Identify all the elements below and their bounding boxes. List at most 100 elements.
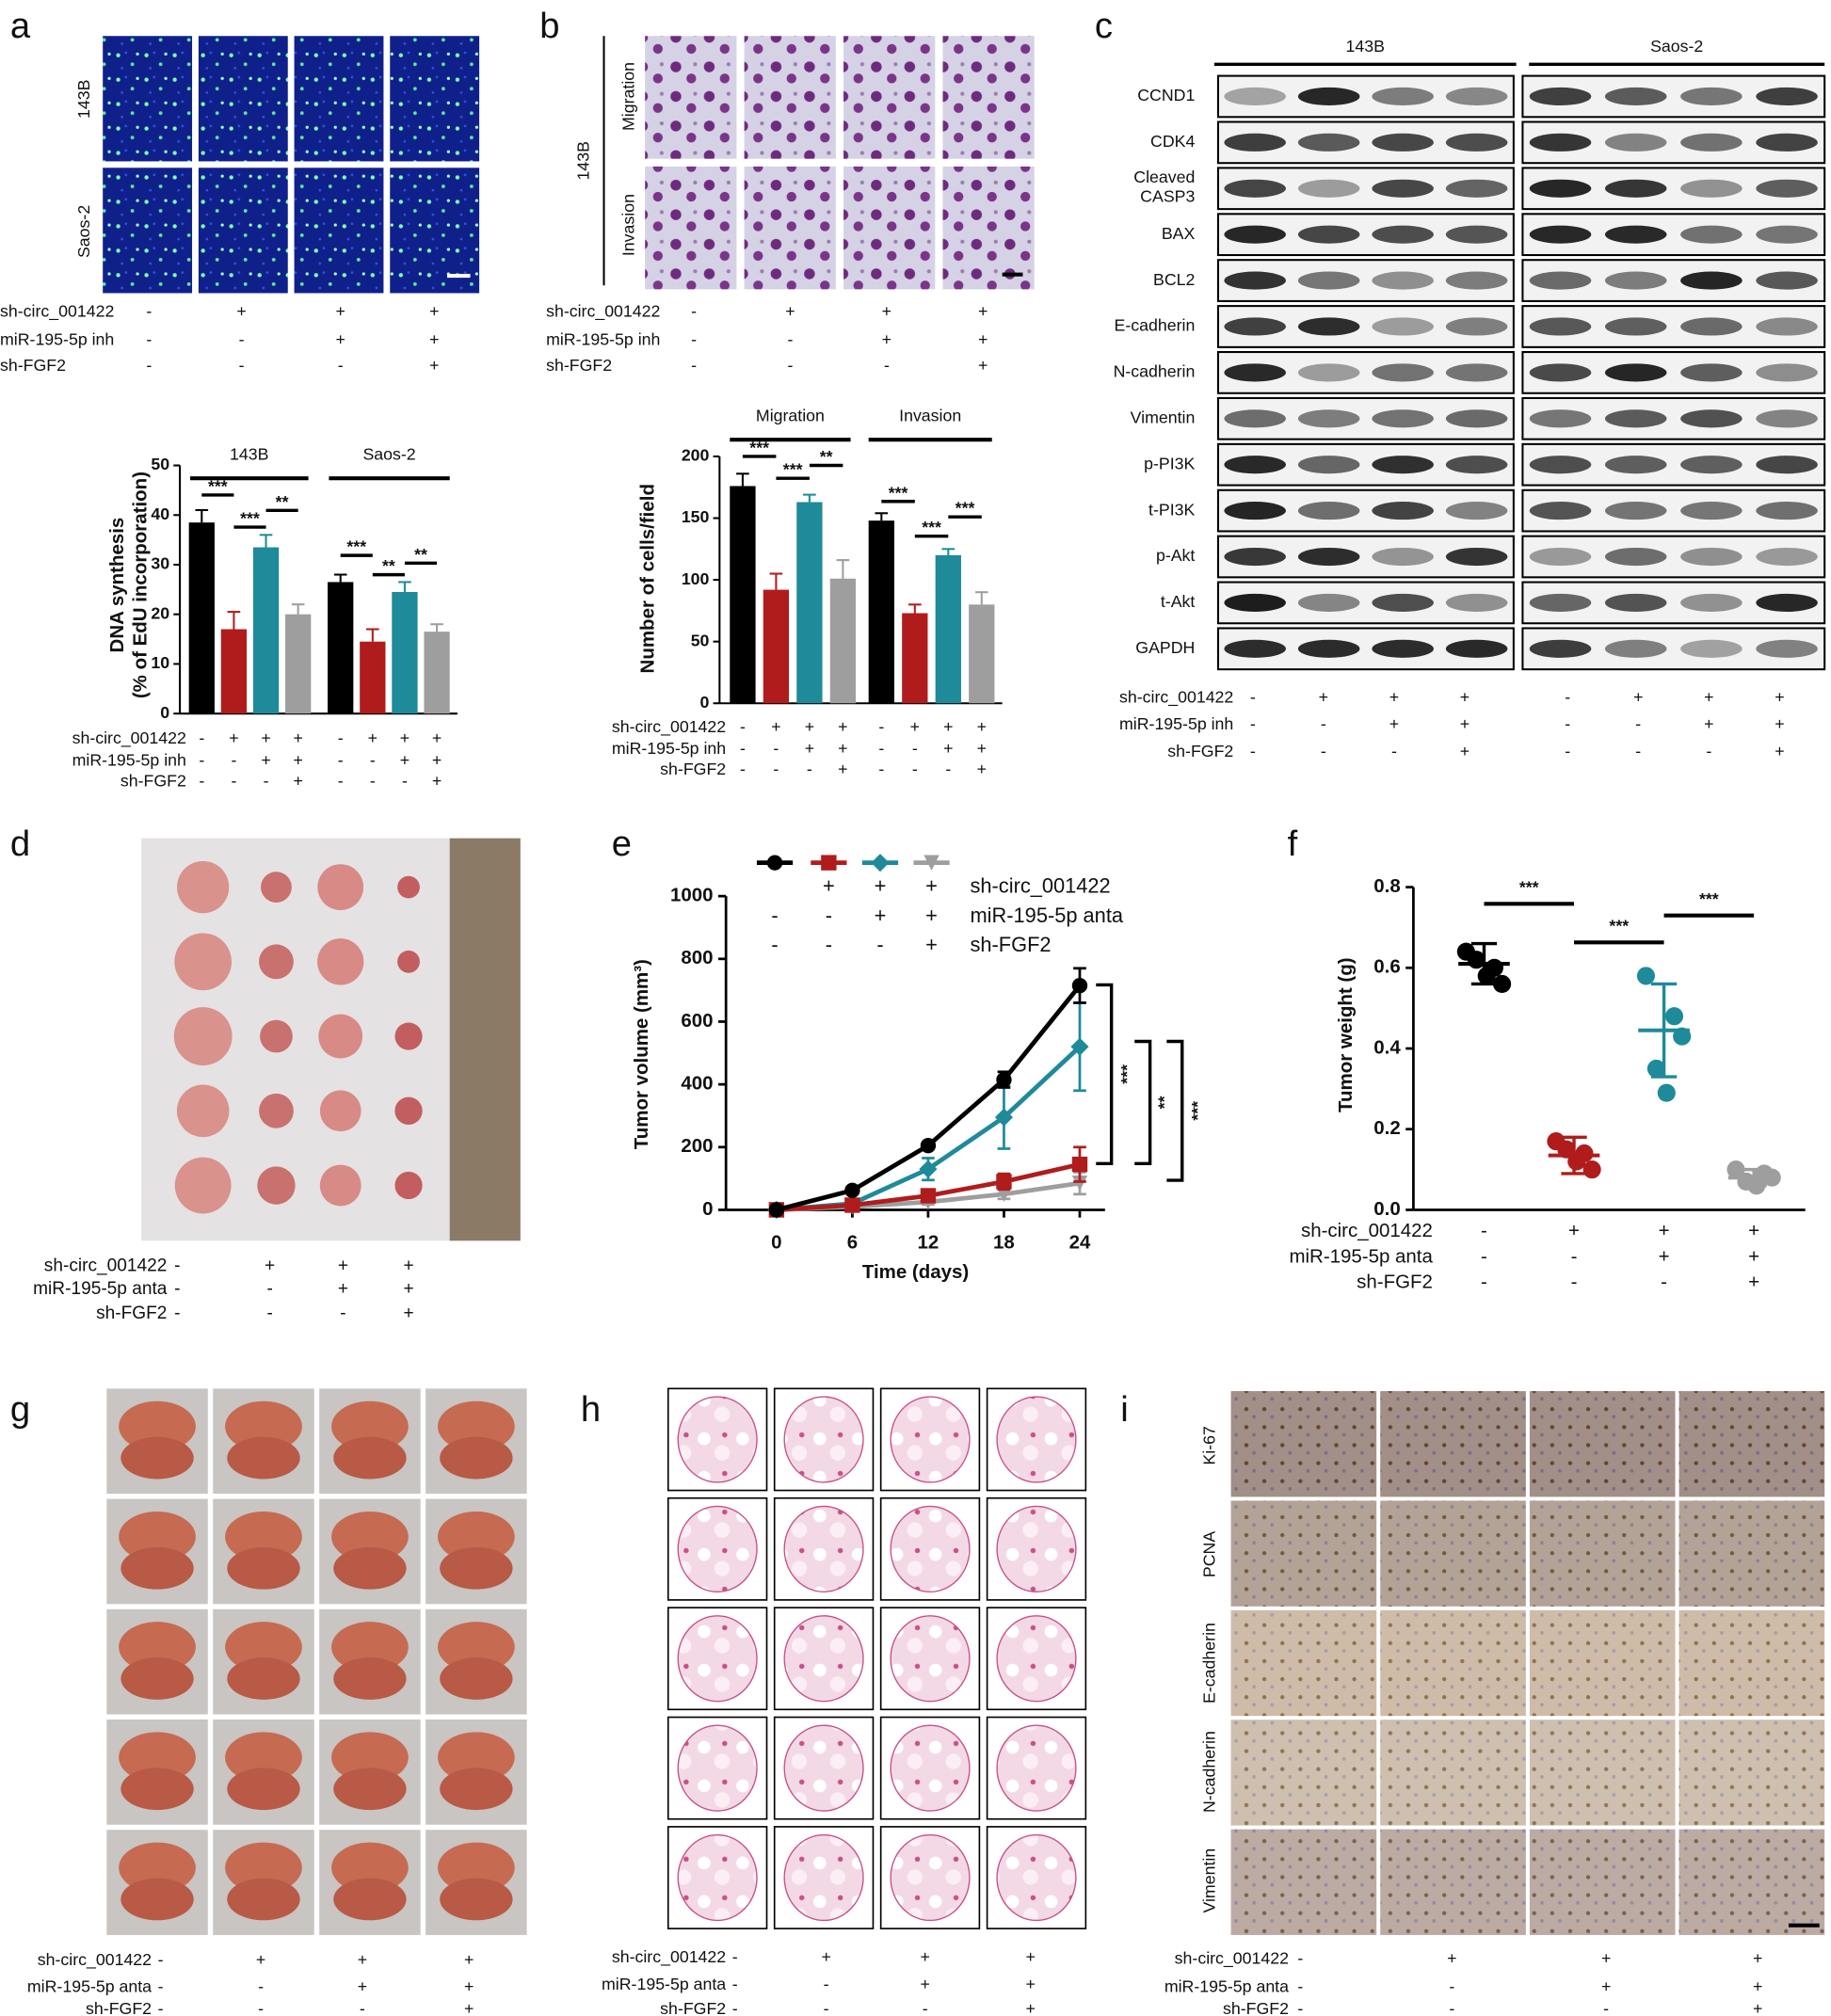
tumor	[318, 1014, 363, 1059]
treatment-sign: +	[785, 302, 795, 321]
blot-band	[1445, 639, 1508, 658]
he-section	[677, 1396, 758, 1483]
treatment-sign: -	[1565, 687, 1570, 706]
blot-box	[1216, 74, 1515, 119]
he-border	[773, 1716, 875, 1820]
blot-band	[1529, 593, 1592, 612]
blot-band	[1224, 363, 1286, 382]
ihc-tint	[1230, 1829, 1377, 1935]
blot-band	[1297, 456, 1360, 474]
treatment-sign: -	[231, 750, 236, 769]
protein-label: CASP3	[1140, 187, 1195, 206]
row-label: E-cadherin	[1199, 1623, 1218, 1704]
lung	[440, 1546, 513, 1590]
significance-bracket	[1166, 1039, 1184, 1182]
blot-band	[1445, 225, 1508, 244]
blot-band	[1680, 593, 1743, 612]
tumor	[259, 944, 294, 980]
treatment-sign: -	[1661, 1272, 1667, 1293]
blot-band	[1756, 409, 1818, 428]
treatment-sign: +	[432, 771, 442, 790]
blot-band	[1529, 456, 1592, 474]
treatment-sign: +	[882, 330, 891, 349]
panel-letter: i	[1120, 1389, 1128, 1430]
cell-line-label: 143B	[574, 141, 593, 180]
treatment-sign: +	[1460, 742, 1470, 760]
blot-band	[1297, 87, 1360, 106]
treatment-sign: +	[293, 728, 302, 747]
treatment-sign: -	[146, 356, 152, 375]
significance-label: **	[414, 545, 427, 564]
blot-box	[1521, 535, 1826, 579]
ihc-tint	[1230, 1609, 1377, 1717]
blot-band	[1604, 87, 1667, 106]
treatment-sign: -	[878, 717, 884, 736]
row-label: N-cadherin	[1199, 1731, 1218, 1813]
blot-band	[1756, 363, 1818, 382]
lung	[225, 1400, 302, 1452]
tumor	[259, 1093, 294, 1128]
significance-label: ***	[956, 499, 975, 518]
transwell-image	[744, 36, 836, 159]
ihc-image	[1380, 1391, 1526, 1497]
treatment-sign: -	[146, 302, 152, 321]
blot-band	[1529, 502, 1592, 520]
group-label: Saos-2	[362, 444, 415, 463]
blot-band	[1224, 547, 1286, 567]
treatment-sign: -	[773, 739, 779, 758]
he-section	[783, 1396, 864, 1483]
treatment-sign: +	[1753, 1949, 1762, 1968]
he-border	[986, 1496, 1087, 1601]
treatment-sign: -	[1706, 742, 1711, 760]
treatment-sign: -	[691, 302, 697, 321]
treatment-sign: -	[1449, 1999, 1454, 2016]
treatment-sign: -	[876, 933, 883, 956]
significance-bracket	[1134, 1039, 1152, 1166]
treatment-sign: +	[1601, 1949, 1611, 1968]
marker	[920, 1137, 937, 1154]
blot-band	[1680, 363, 1743, 382]
treatment-sign: -	[691, 330, 697, 349]
he-section	[783, 1833, 864, 1922]
blot-box	[1521, 213, 1826, 257]
blot-band	[1756, 133, 1818, 152]
treatment-sign: +	[1389, 714, 1399, 733]
treatment-sign: -	[266, 1279, 272, 1299]
group-label: Migration	[756, 406, 825, 424]
treatment-sign: +	[1460, 687, 1470, 706]
blot-band	[1224, 87, 1286, 106]
treatment-sign: +	[336, 330, 345, 349]
blot-band	[1529, 133, 1592, 152]
treatment-sign: -	[239, 330, 245, 349]
treatment-sign: -	[146, 330, 152, 349]
he-border	[986, 1716, 1087, 1820]
treatment-sign: -	[732, 1999, 738, 2016]
edu-image	[198, 36, 288, 162]
ihc-image	[1380, 1500, 1526, 1607]
treatment-label: sh-FGF2	[660, 1999, 726, 2016]
treatment-sign: -	[174, 1304, 180, 1323]
tumor	[319, 1164, 361, 1207]
treatment-sign: -	[824, 1975, 829, 1993]
treatment-sign: +	[838, 739, 847, 758]
ihc-tint	[1230, 1500, 1377, 1607]
panel-letter: a	[10, 6, 31, 46]
bar	[796, 502, 823, 704]
significance-label: ***	[1609, 917, 1629, 936]
treatment-sign: +	[261, 728, 270, 747]
blot-band	[1529, 547, 1592, 567]
treatment-sign: +	[1753, 1977, 1762, 1996]
lung	[225, 1622, 302, 1672]
ihc-tint	[1678, 1609, 1825, 1717]
lung	[227, 1768, 300, 1811]
blot-band	[1604, 639, 1667, 658]
treatment-sign: -	[1391, 742, 1397, 760]
y-axis-label: DNA synthesis	[106, 518, 128, 653]
treatment-label: sh-circ_001422	[44, 1256, 168, 1276]
lung	[440, 1436, 513, 1480]
treatment-sign: -	[338, 771, 344, 790]
y-tick-label: 40	[151, 504, 169, 523]
treatment-sign: +	[978, 356, 988, 375]
blot-band	[1756, 593, 1818, 612]
bar	[424, 632, 450, 714]
